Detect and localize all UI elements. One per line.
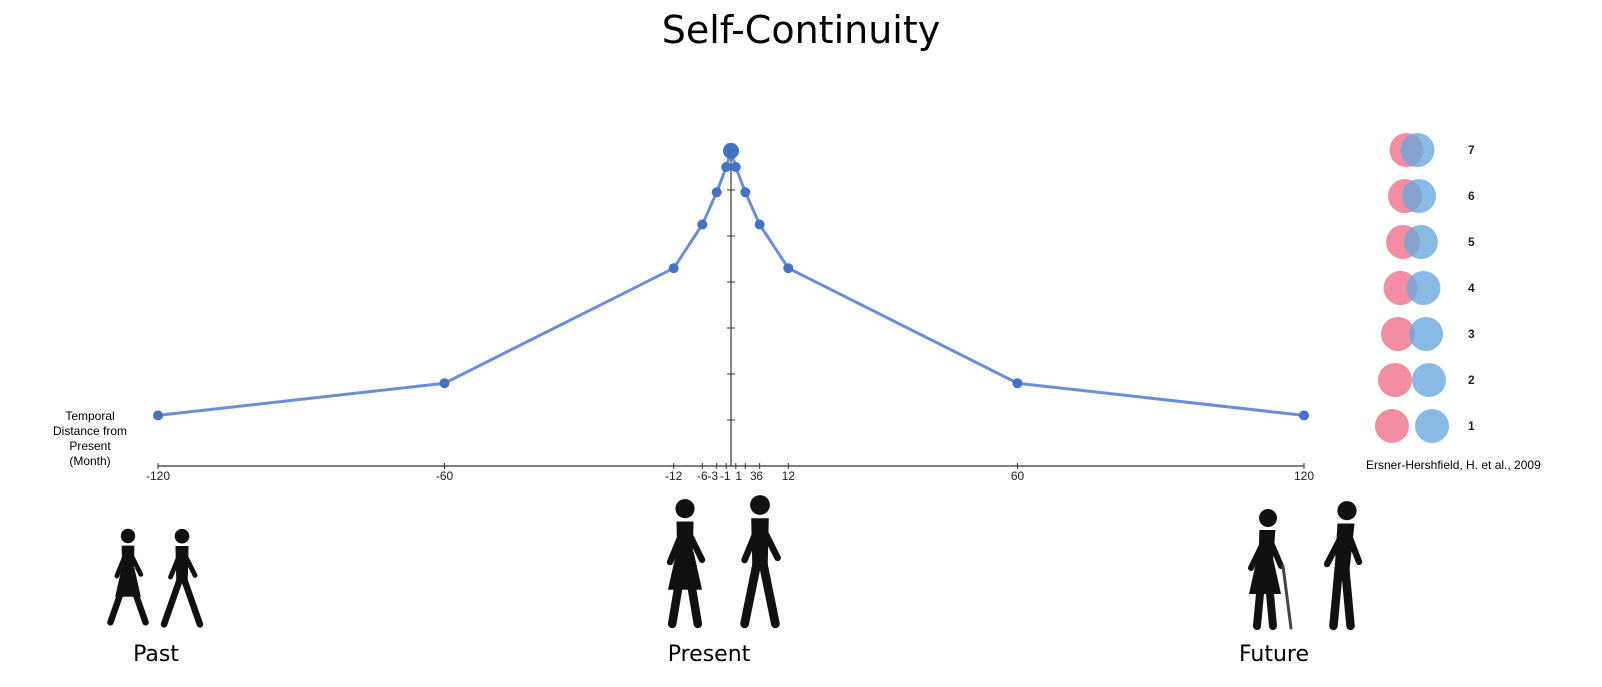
data-point: [740, 187, 751, 198]
overlap-level-label: 6: [1468, 189, 1475, 203]
overlap-item-4: 4: [1383, 271, 1475, 305]
data-point: [697, 219, 708, 230]
data-point: [711, 187, 722, 198]
x-tick-label: -60: [436, 469, 454, 483]
adult-woman-silhouette: [666, 499, 706, 629]
x-tick-label: 3: [750, 469, 757, 483]
adult-man-silhouette: [740, 495, 781, 629]
future-self-circle: [1402, 179, 1436, 213]
overlap-item-6: 6: [1388, 179, 1475, 213]
future-self-circle: [1412, 363, 1446, 397]
overlap-item-3: 3: [1381, 317, 1475, 351]
x-tick-label: -1: [720, 469, 731, 483]
overlap-item-5: 5: [1386, 225, 1475, 259]
overlap-item-7: 7: [1389, 133, 1475, 167]
data-point: [730, 162, 741, 172]
x-tick-label: 12: [782, 469, 796, 483]
era-label-past: Past: [133, 642, 179, 667]
era-label-future: Future: [1238, 642, 1310, 667]
data-point: [783, 263, 794, 274]
x-tick-label: -3: [707, 469, 718, 483]
data-point: [721, 162, 732, 172]
x-tick-label: 1: [735, 469, 742, 483]
child-boy-silhouette: [160, 528, 204, 628]
x-tick-label: -12: [665, 469, 683, 483]
data-point: [439, 378, 450, 389]
future-self-circle: [1406, 271, 1441, 305]
chart-title: Self-Continuity: [661, 8, 941, 52]
overlap-level-label: 5: [1468, 235, 1475, 249]
x-tick-label: -6: [697, 469, 708, 483]
data-point: [754, 219, 765, 230]
future-self-circle: [1400, 133, 1435, 167]
overlap-level-label: 4: [1468, 281, 1475, 295]
past-self-circle: [1381, 317, 1415, 351]
data-point: [1299, 410, 1309, 421]
elderly-man-silhouette: [1323, 501, 1363, 631]
overlap-level-label: 2: [1468, 373, 1475, 387]
child-girl-silhouette: [107, 528, 149, 626]
overlap-level-label: 7: [1468, 143, 1475, 157]
x-tick-label: 60: [1011, 469, 1025, 483]
x-tick-label: 120: [1294, 469, 1314, 483]
citation: Ersner-Hershfield, H. et al., 2009: [1366, 458, 1541, 472]
overlap-item-2: 2: [1378, 363, 1475, 397]
x-tick-label: 6: [756, 469, 763, 483]
x-tick-label: -120: [146, 469, 170, 483]
past-self-circle: [1375, 409, 1409, 443]
overlap-level-label: 3: [1468, 327, 1475, 341]
data-point: [153, 410, 163, 421]
future-self-circle: [1409, 317, 1443, 351]
axis-label: Temporal Distance from Present (Month): [52, 409, 128, 468]
data-point: [668, 263, 679, 274]
data-point: [1012, 378, 1023, 389]
past-self-circle: [1378, 363, 1412, 397]
era-label-present: Present: [667, 642, 751, 667]
elderly-woman-silhouette: [1248, 509, 1293, 630]
overlap-item-1: 1: [1375, 409, 1475, 443]
overlap-level-label: 1: [1468, 419, 1475, 433]
future-self-circle: [1415, 409, 1449, 443]
future-self-circle: [1404, 225, 1438, 259]
data-point: [723, 142, 739, 159]
